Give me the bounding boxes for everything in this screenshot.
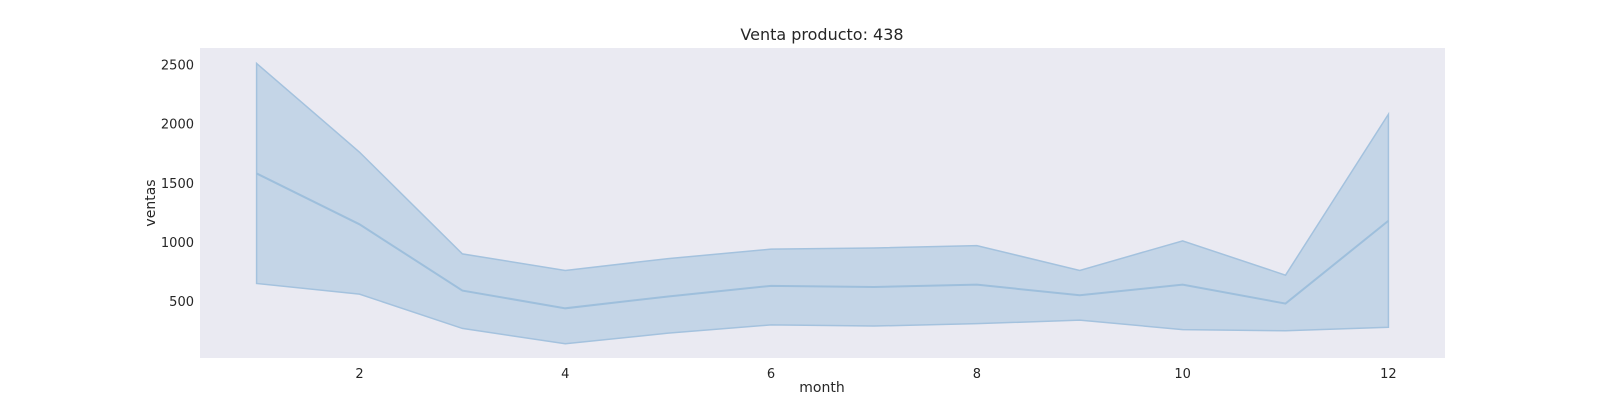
y-tick-label: 1000	[161, 236, 194, 251]
y-tick-label: 2000	[161, 118, 194, 133]
x-tick-label: 4	[561, 367, 569, 382]
y-tick-label: 1500	[161, 177, 194, 192]
x-tick-label: 8	[973, 367, 981, 382]
series-line	[256, 172, 1390, 310]
x-axis-label: month	[799, 380, 844, 396]
x-tick-labels: 2 4 6 8 10 12	[355, 367, 1396, 382]
chart-title: Venta producto: 438	[740, 25, 903, 44]
confidence-band	[255, 61, 1390, 345]
y-tick-label: 500	[169, 295, 194, 310]
x-tick-label: 2	[355, 367, 363, 382]
series-line-layer	[256, 172, 1390, 310]
y-tick-label: 2500	[161, 59, 194, 74]
x-tick-label: 12	[1380, 367, 1397, 382]
x-tick-label: 6	[767, 367, 775, 382]
confidence-band-layer	[255, 61, 1390, 345]
y-tick-labels: 500 1000 1500 2000 2500	[161, 59, 194, 311]
x-tick-label: 10	[1174, 367, 1191, 382]
y-axis-label: ventas	[143, 179, 159, 226]
